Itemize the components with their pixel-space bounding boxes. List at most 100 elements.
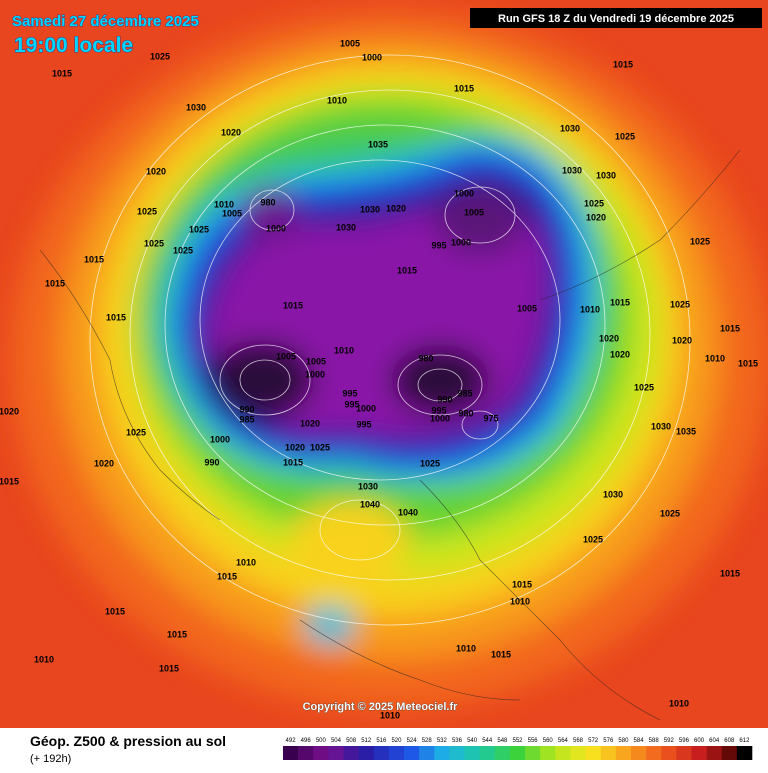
colorbar-tick-label: 504	[331, 738, 342, 744]
date-label: Samedi 27 décembre 2025	[12, 13, 199, 30]
colorbar-tick-label: 548	[497, 738, 508, 744]
pressure-label: 1000	[362, 52, 382, 62]
pressure-label: 1040	[360, 499, 380, 509]
colorbar-swatch	[706, 746, 723, 760]
pressure-label: 1010	[327, 95, 347, 105]
pressure-label: 1025	[670, 299, 690, 309]
pressure-label: 1000	[210, 434, 230, 444]
pressure-label: 1015	[613, 59, 633, 69]
pressure-label: 975	[483, 413, 498, 423]
pressure-label: 1010	[236, 557, 256, 567]
pressure-label: 1025	[660, 508, 680, 518]
pressure-label: 1030	[651, 421, 671, 431]
pressure-label: 1005	[222, 208, 242, 218]
pressure-label: 1020	[0, 406, 19, 416]
pressure-labels: 1005100010251015101510151030101010201035…	[0, 38, 758, 720]
pressure-label: 1015	[217, 571, 237, 581]
colorbar-tick-label: 568	[573, 738, 584, 744]
colorbar-tick-label: 552	[512, 738, 523, 744]
colorbar-tick-label: 608	[724, 738, 735, 744]
colorbar-swatch	[373, 746, 390, 760]
pressure-label: 1015	[45, 278, 65, 288]
pressure-label: 1000	[356, 403, 376, 413]
pressure-label: 1020	[146, 166, 166, 176]
colorbar-swatch	[479, 746, 496, 760]
pressure-label: 990	[437, 394, 452, 404]
pressure-label: 1025	[420, 458, 440, 468]
pressure-label: 1005	[464, 207, 484, 217]
pressure-label: 1015	[105, 606, 125, 616]
colorbar-swatch	[555, 746, 571, 760]
pressure-label: 1005	[276, 351, 296, 361]
pressure-label: 980	[418, 353, 433, 363]
pressure-label: 1030	[358, 481, 378, 491]
pressure-label: 1010	[380, 710, 400, 720]
colorbar-swatch	[691, 746, 707, 760]
pressure-label: 995	[431, 240, 446, 250]
pressure-label: 1000	[430, 413, 450, 423]
colorbar-tick-label: 544	[482, 738, 493, 744]
pressure-label: 1025	[584, 198, 604, 208]
pressure-label: 1025	[310, 442, 330, 452]
pressure-label: 1015	[0, 476, 19, 486]
colorbar-tick-label: 588	[649, 738, 660, 744]
pressure-label: 990	[239, 404, 254, 414]
colorbar-swatch	[509, 746, 526, 760]
pressure-label: 1030	[336, 222, 356, 232]
pressure-label: 1025	[690, 236, 710, 246]
colorbar-tick-label: 516	[376, 738, 387, 744]
pressure-label: 1025	[126, 427, 146, 437]
colorbar-swatch	[570, 746, 586, 760]
copyright: Copyright © 2025 Meteociel.fr	[303, 701, 459, 713]
colorbar-tick-label: 520	[391, 738, 402, 744]
pressure-label: 1025	[150, 51, 170, 61]
colorbar-swatch	[313, 746, 329, 760]
colorbar-tick-label: 604	[709, 738, 720, 744]
pressure-label: 1005	[517, 303, 537, 313]
pressure-label: 1010	[334, 345, 354, 355]
colorbar-tick-label: 536	[452, 738, 463, 744]
colorbar-swatch	[419, 746, 435, 760]
colorbar-swatch	[404, 746, 420, 760]
pressure-label: 1025	[173, 245, 193, 255]
colorbar-swatch	[540, 746, 556, 760]
pressure-label: 1025	[137, 206, 157, 216]
pressure-label: 1000	[454, 188, 474, 198]
pressure-label: 1035	[368, 139, 388, 149]
colorbar-swatch	[630, 746, 647, 760]
pressure-label: 1025	[189, 224, 209, 234]
colorbar-tick-label: 584	[634, 738, 645, 744]
pressure-label: 1030	[603, 489, 623, 499]
pressure-label: 1020	[672, 335, 692, 345]
pressure-label: 985	[239, 414, 254, 424]
pressure-label: 1020	[610, 349, 630, 359]
pressure-label: 995	[342, 388, 357, 398]
time-label: 19:00 locale	[14, 34, 133, 57]
colorbar-swatch	[646, 746, 662, 760]
pressure-label: 1020	[300, 418, 320, 428]
pressure-label: 1005	[306, 356, 326, 366]
pressure-label: 1030	[596, 170, 616, 180]
pressure-label: 1030	[186, 102, 206, 112]
pressure-label: 1005	[340, 38, 360, 48]
colorbar-tick-label: 572	[588, 738, 599, 744]
colorbar-swatch	[388, 746, 405, 760]
isobars	[89, 54, 691, 626]
colorbar-tick-label: 528	[422, 738, 433, 744]
pressure-label: 980	[458, 408, 473, 418]
colorbar-tick-label: 492	[286, 738, 297, 744]
colorbar-tick-label: 508	[346, 738, 357, 744]
pressure-label: 995	[356, 419, 371, 429]
colorbar-swatch	[328, 746, 344, 760]
pressure-label: 1030	[560, 123, 580, 133]
colorbar-tick-label: 592	[664, 738, 675, 744]
colorbar-tick-label: 540	[467, 738, 478, 744]
pressure-label: 995	[431, 405, 446, 415]
pressure-label: 1015	[84, 254, 104, 264]
colorbar-tick-label: 576	[603, 738, 614, 744]
colorbar-tick-label: 500	[316, 738, 327, 744]
pressure-label: 1025	[634, 382, 654, 392]
pressure-label: 1015	[106, 312, 126, 322]
pressure-label: 1010	[669, 698, 689, 708]
